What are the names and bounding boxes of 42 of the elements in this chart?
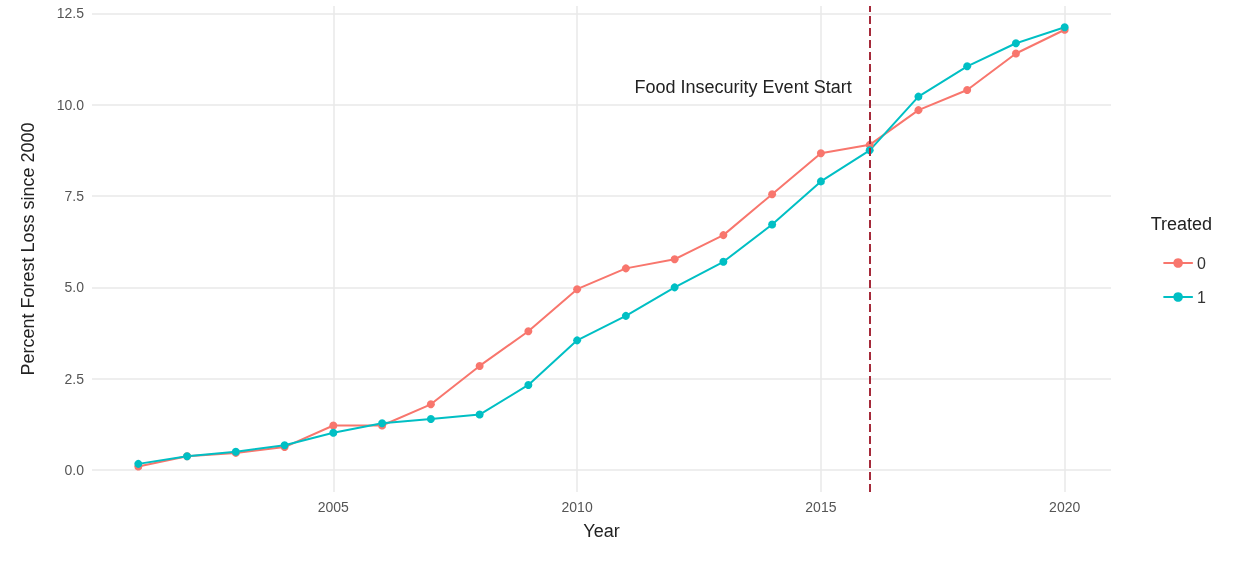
point (524, 327, 533, 336)
x-tick-label: 2015 (805, 499, 837, 515)
point (329, 428, 338, 437)
point (329, 421, 338, 430)
x-tick-label: 2020 (1049, 499, 1081, 515)
y-axis-title: Percent Forest Loss since 2000 (18, 122, 38, 376)
point (670, 283, 679, 292)
point (719, 231, 728, 240)
x-axis-title: Year (583, 521, 620, 541)
point (573, 336, 582, 345)
point (426, 400, 435, 409)
point (963, 62, 972, 71)
point (1011, 49, 1020, 58)
y-tick-label: 2.5 (64, 370, 85, 387)
point (573, 285, 582, 294)
point (768, 220, 777, 229)
point (524, 380, 533, 389)
y-tick-label: 7.5 (64, 188, 85, 205)
point (816, 149, 825, 158)
x-tick-label: 2005 (317, 499, 350, 515)
y-tick-label: 5.0 (64, 279, 85, 296)
point (816, 177, 825, 186)
legend-title: Treated (1150, 214, 1213, 234)
point (963, 86, 972, 95)
point (914, 92, 923, 101)
point (1011, 39, 1020, 48)
legend-label: 0 (1197, 254, 1207, 272)
y-tick-label: 10.0 (56, 96, 85, 113)
point (670, 255, 679, 264)
point (719, 257, 728, 266)
x-tick-label: 2010 (561, 499, 593, 515)
point (621, 311, 630, 320)
annotation: Food Insecurity Event Start (634, 77, 852, 97)
point (426, 414, 435, 423)
legend-label: 1 (1197, 288, 1207, 306)
point (621, 264, 630, 273)
y-tick-label: 12.5 (56, 5, 85, 22)
y-tick-label: 0.0 (64, 462, 85, 479)
point (475, 410, 484, 419)
point (914, 106, 923, 115)
point (768, 190, 777, 199)
point (475, 361, 484, 370)
